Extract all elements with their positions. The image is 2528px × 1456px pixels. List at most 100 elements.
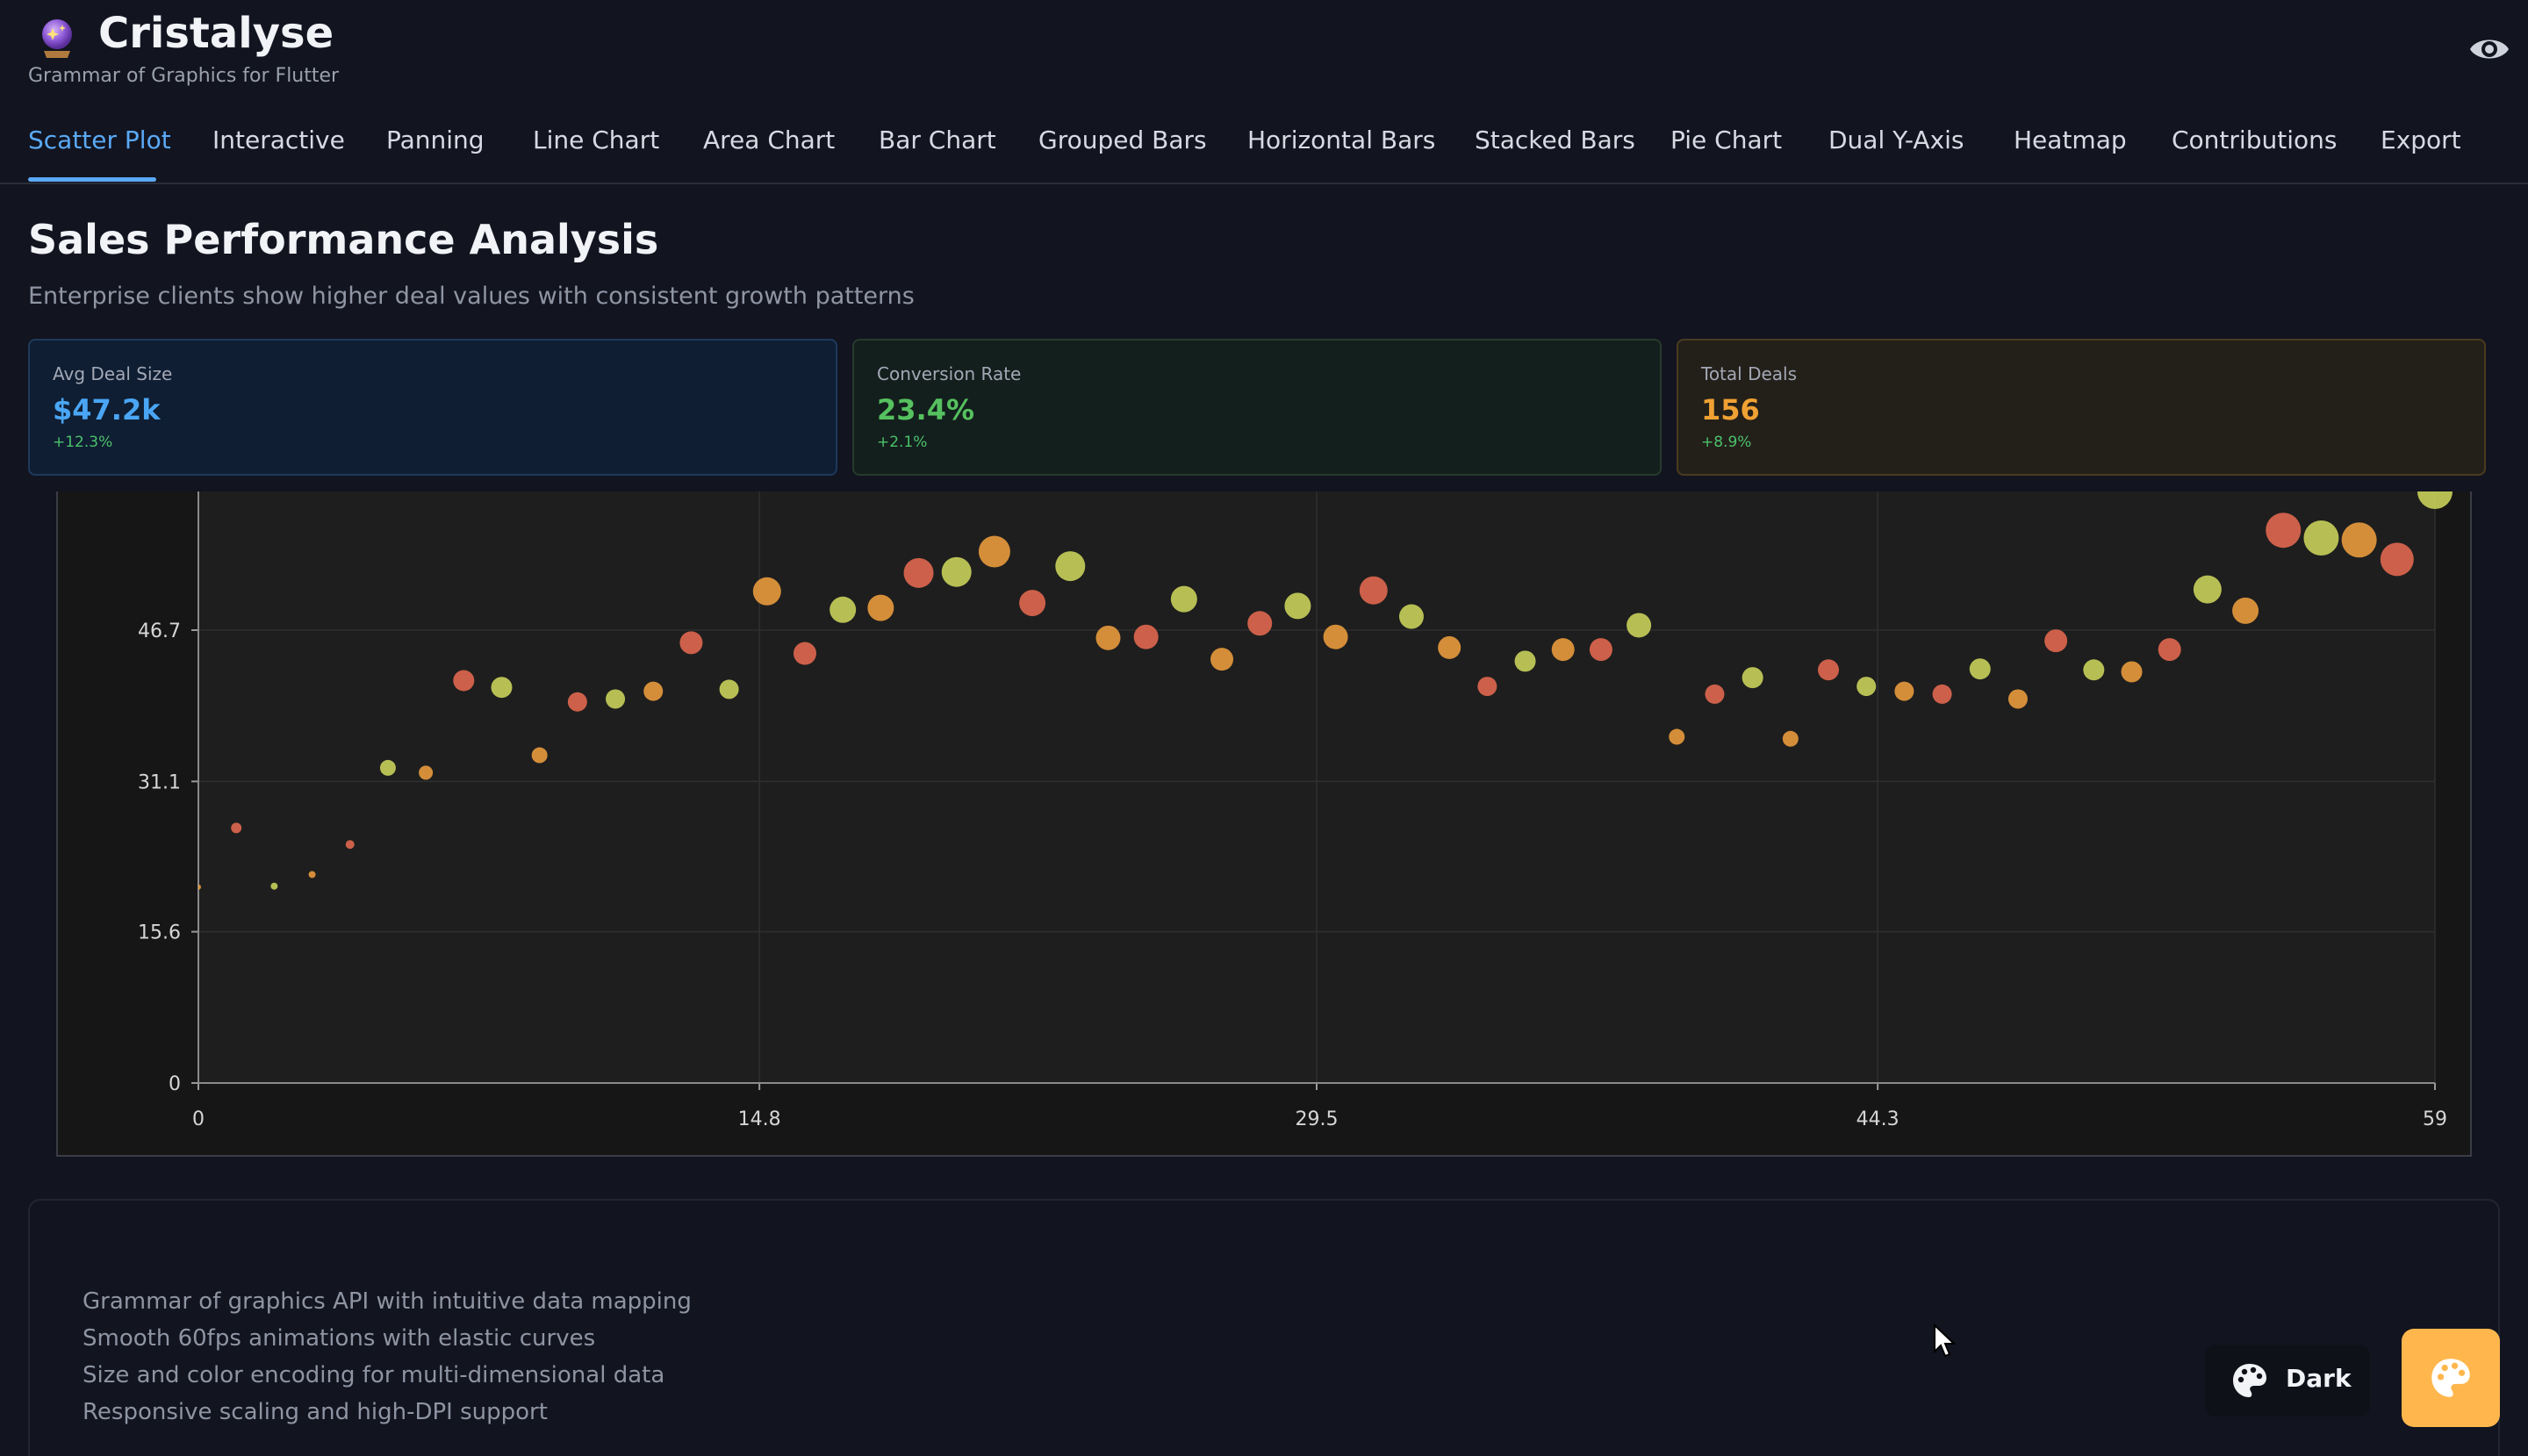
scatter-point[interactable] (196, 884, 201, 890)
scatter-point[interactable] (419, 765, 434, 780)
scatter-point[interactable] (2303, 520, 2339, 556)
scatter-point[interactable] (2044, 629, 2068, 653)
tab-horizontal-bars[interactable]: Horizontal Bars (1247, 126, 1436, 154)
feature-item: Responsive scaling and high-DPI support (83, 1399, 548, 1425)
tab-heatmap[interactable]: Heatmap (2014, 126, 2127, 154)
scatter-point[interactable] (1627, 613, 1652, 638)
tab-export[interactable]: Export (2381, 126, 2461, 154)
scatter-point[interactable] (567, 692, 587, 712)
scatter-point[interactable] (643, 681, 664, 701)
stat-delta: +12.3% (53, 434, 113, 451)
scatter-point[interactable] (1247, 611, 1273, 636)
scatter-point[interactable] (308, 871, 316, 879)
scatter-chart[interactable]: 0 14.8 29.5 44.3 59 0 15.6 31.1 46.7 (56, 491, 2472, 1157)
scatter-point[interactable] (830, 596, 857, 623)
scatter-point[interactable] (1359, 576, 1388, 605)
scatter-point[interactable] (1589, 638, 1612, 662)
scatter-point[interactable] (231, 822, 242, 834)
scatter-point[interactable] (1323, 624, 1348, 649)
scatter-point[interactable] (2121, 661, 2143, 683)
y-tick-label: 15.6 (138, 922, 181, 944)
scatter-point[interactable] (1019, 590, 1046, 617)
palette-fab-button[interactable] (2402, 1329, 2500, 1427)
page-subtitle: Enterprise clients show higher deal valu… (28, 283, 915, 310)
tab-panning[interactable]: Panning (386, 126, 485, 154)
scatter-point[interactable] (1284, 592, 1311, 620)
scatter-point[interactable] (270, 882, 278, 890)
tab-interactive[interactable]: Interactive (212, 126, 345, 154)
scatter-point[interactable] (1095, 625, 1121, 650)
scatter-point[interactable] (1551, 638, 1575, 662)
tab-contributions[interactable]: Contributions (2172, 126, 2338, 154)
scatter-point[interactable] (1133, 624, 1159, 649)
scatter-point[interactable] (903, 557, 934, 588)
scatter-point[interactable] (531, 747, 548, 764)
stat-value: $47.2k (53, 393, 161, 427)
scatter-point[interactable] (2341, 522, 2377, 558)
scatter-point[interactable] (2193, 575, 2222, 604)
tab-line-chart[interactable]: Line Chart (533, 126, 660, 154)
scatter-point[interactable] (1438, 635, 1462, 659)
x-tick-label: 59 (2423, 1108, 2447, 1130)
tab-scatter-plot[interactable]: Scatter Plot (28, 126, 171, 154)
x-tick-label: 0 (192, 1108, 205, 1130)
scatter-point[interactable] (1856, 677, 1877, 697)
scatter-point[interactable] (1932, 684, 1952, 704)
feature-item: Grammar of graphics API with intuitive d… (83, 1288, 692, 1315)
scatter-point[interactable] (2158, 638, 2181, 662)
crystal-ball-icon (42, 19, 72, 58)
scatter-point[interactable] (1782, 730, 1799, 747)
scatter-point[interactable] (1398, 604, 1424, 629)
scatter-point[interactable] (1055, 551, 1086, 582)
palette-icon (2233, 1364, 2266, 1397)
scatter-point[interactable] (719, 679, 739, 699)
scatter-point[interactable] (1170, 585, 1197, 613)
scatter-point[interactable] (491, 677, 513, 699)
scatter-point[interactable] (1210, 648, 1234, 671)
tab-pie-chart[interactable]: Pie Chart (1670, 126, 1783, 154)
scatter-point[interactable] (453, 670, 475, 692)
tab-bar-chart[interactable]: Bar Chart (879, 126, 996, 154)
scatter-point[interactable] (1705, 684, 1725, 704)
tab-stacked-bars[interactable]: Stacked Bars (1475, 126, 1635, 154)
scatter-point[interactable] (345, 840, 355, 850)
scatter-point[interactable] (1514, 650, 1536, 672)
scatter-point[interactable] (379, 759, 396, 776)
tab-dual-y-axis[interactable]: Dual Y-Axis (1828, 126, 1964, 154)
scatter-point[interactable] (2232, 597, 2259, 624)
y-tick-label: 0 (169, 1073, 181, 1095)
scatter-point[interactable] (1969, 658, 1991, 680)
stat-card-avg-deal-size: Avg Deal Size $47.2k +12.3% (28, 339, 837, 476)
scatter-point[interactable] (867, 594, 894, 621)
theme-toggle-button[interactable]: Dark (2205, 1345, 2370, 1417)
scatter-point[interactable] (2007, 689, 2028, 709)
feature-item: Size and color encoding for multi-dimens… (83, 1362, 665, 1388)
scatter-chart-svg[interactable]: 0 14.8 29.5 44.3 59 0 15.6 31.1 46.7 (58, 491, 2474, 1155)
scatter-point[interactable] (1477, 677, 1497, 697)
scatter-point[interactable] (752, 577, 781, 606)
app-header: Cristalyse Grammar of Graphics for Flutt… (0, 0, 2528, 184)
chart-points[interactable] (196, 491, 2453, 890)
scatter-point[interactable] (2083, 659, 2105, 681)
scatter-point[interactable] (2417, 491, 2453, 509)
scatter-point[interactable] (2380, 542, 2414, 577)
scatter-point[interactable] (978, 535, 1010, 568)
scatter-point[interactable] (1894, 681, 1914, 701)
scatter-point[interactable] (2266, 513, 2302, 549)
chart-grid (198, 491, 2436, 1084)
app-title: Cristalyse (98, 9, 334, 58)
eye-icon[interactable] (2468, 33, 2510, 65)
scatter-point[interactable] (1818, 659, 1840, 681)
scatter-point[interactable] (1669, 728, 1685, 745)
tab-area-chart[interactable]: Area Chart (703, 126, 836, 154)
scatter-point[interactable] (941, 556, 972, 587)
tab-grouped-bars[interactable]: Grouped Bars (1038, 126, 1207, 154)
x-tick-label: 44.3 (1856, 1108, 1900, 1130)
stat-delta: +8.9% (1701, 434, 1752, 451)
scatter-point[interactable] (793, 642, 816, 665)
scatter-point[interactable] (679, 631, 703, 655)
stat-card-conversion-rate: Conversion Rate 23.4% +2.1% (852, 339, 1662, 476)
features-panel: Grammar of graphics API with intuitive d… (28, 1199, 2500, 1456)
scatter-point[interactable] (606, 689, 626, 709)
scatter-point[interactable] (1742, 667, 1763, 689)
